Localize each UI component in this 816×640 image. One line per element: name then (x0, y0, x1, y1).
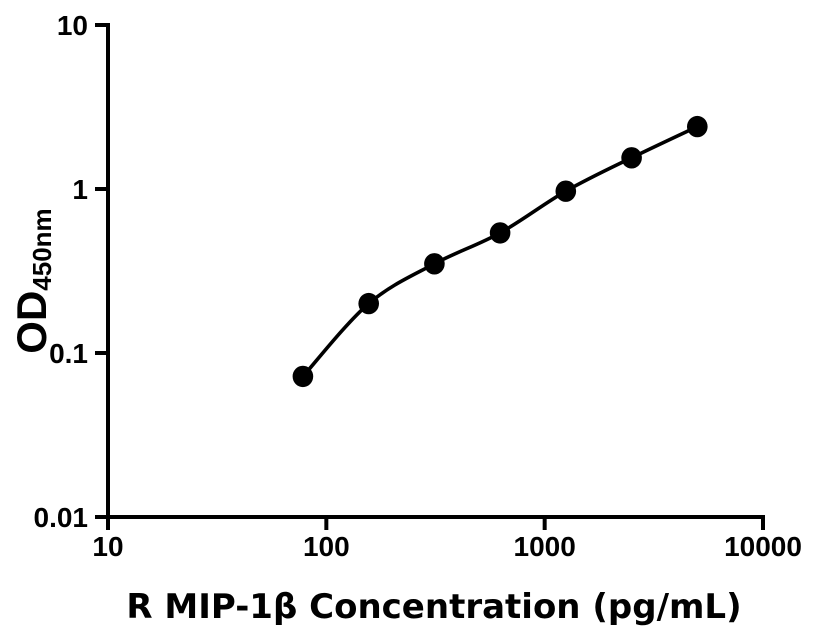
data-point-marker (358, 292, 380, 315)
ticks-layer (95, 23, 765, 530)
data-point-marker (292, 365, 314, 388)
series-layer (292, 115, 708, 388)
x-tick-label: 1000 (514, 531, 576, 562)
x-tick-label: 10 (92, 531, 123, 562)
y-tick-label: 1 (72, 174, 88, 205)
tick-labels-layer: 10 100 1000 10000 0.01 0.1 1 10 (34, 10, 802, 562)
x-axis-title: R MIP-1β Concentration (pg/mL) (126, 587, 741, 627)
x-tick-label: 10000 (724, 531, 802, 562)
y-tick-label: 0.1 (49, 338, 88, 369)
y-axis-title-main: OD (8, 291, 55, 354)
y-tick-label: 0.01 (34, 502, 89, 533)
data-point-marker (555, 180, 577, 202)
y-axis-title: OD450nm (8, 208, 57, 353)
data-point-marker (621, 147, 642, 169)
x-tick-label: 100 (303, 531, 350, 562)
y-tick-label: 10 (57, 10, 88, 41)
data-point-marker (424, 253, 445, 275)
y-axis-title-subscript: 450nm (27, 208, 57, 290)
data-point-marker (687, 115, 708, 138)
data-point-marker (489, 222, 511, 244)
